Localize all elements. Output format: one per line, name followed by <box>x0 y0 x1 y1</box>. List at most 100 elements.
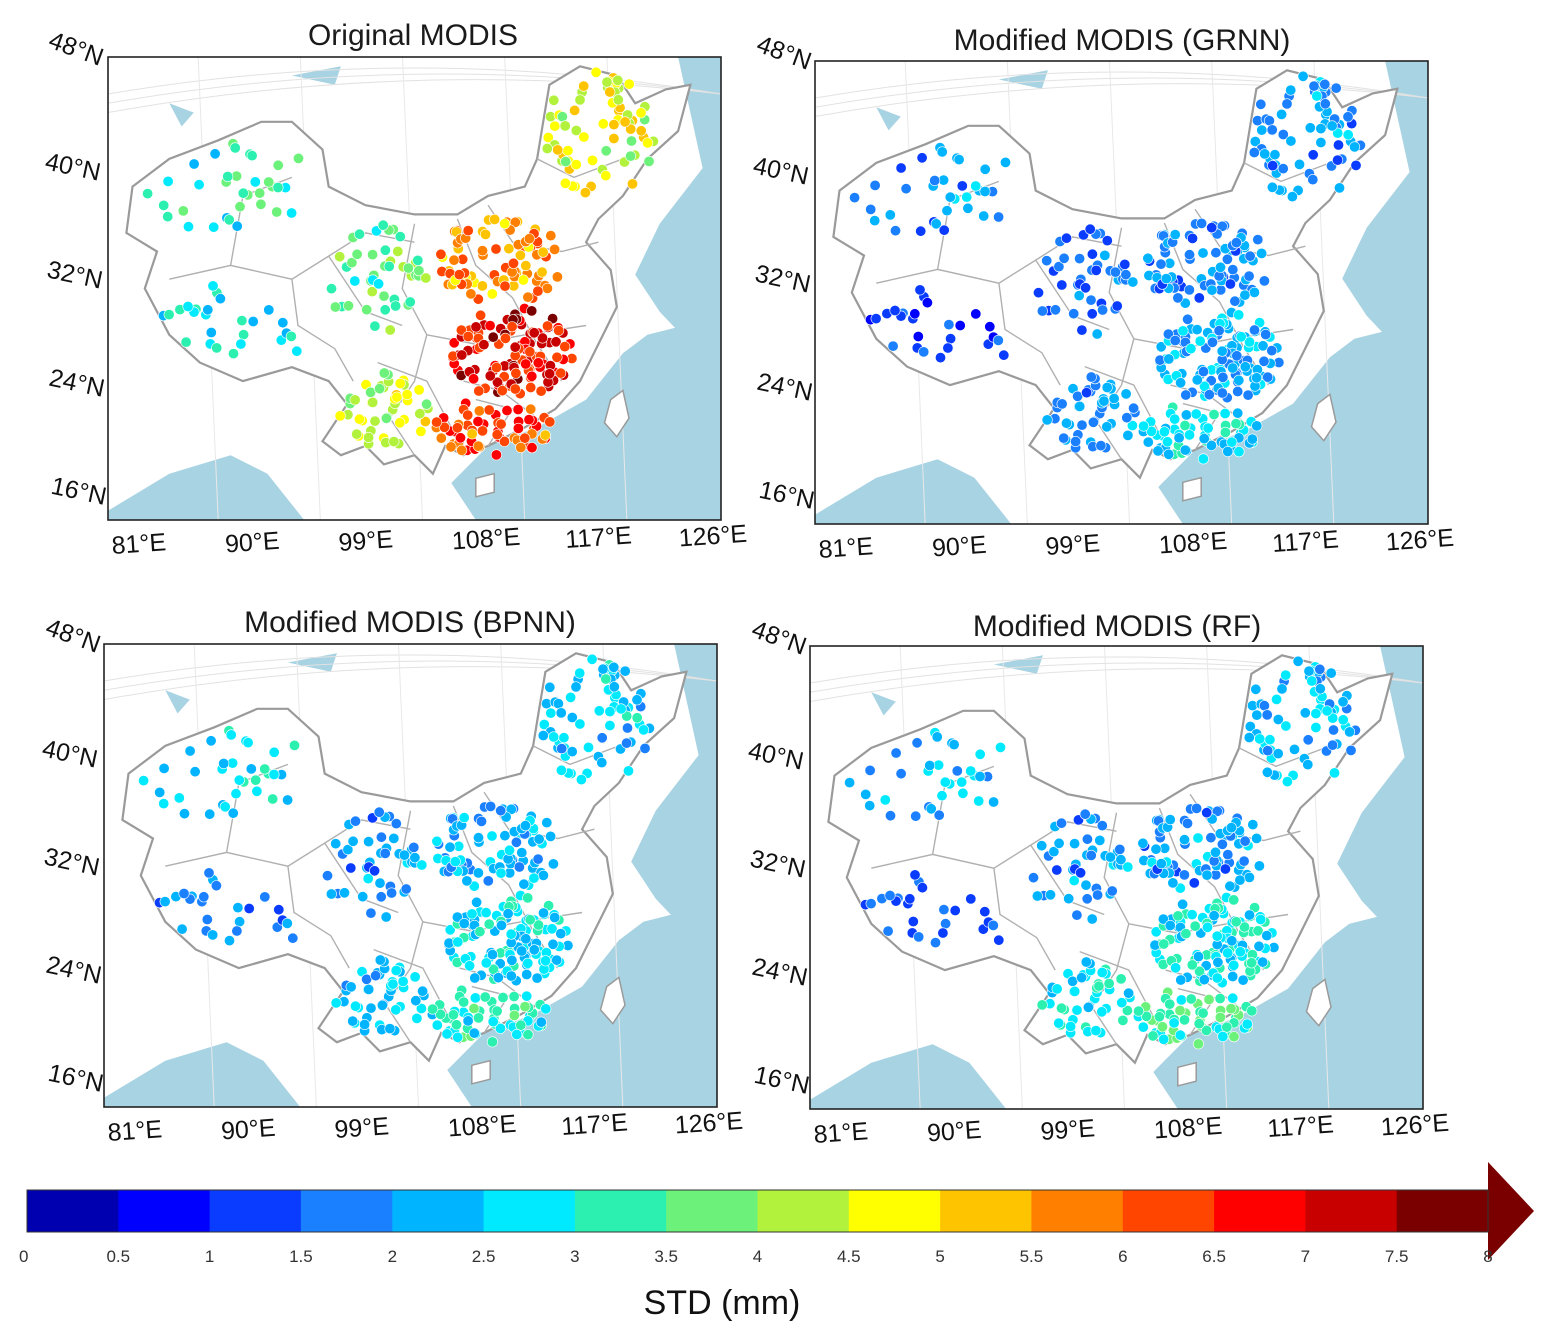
station-point <box>1058 252 1070 264</box>
station-point <box>369 415 381 427</box>
colorbar-tick-label: 6 <box>1118 1247 1127 1266</box>
station-point <box>472 415 484 427</box>
station-point <box>232 902 244 914</box>
station-point <box>410 995 422 1007</box>
station-point <box>1255 913 1267 925</box>
station-point <box>338 887 350 899</box>
lon-label: 99°E <box>338 525 394 557</box>
station-point <box>486 288 498 300</box>
lat-label: 32°N <box>748 845 808 884</box>
colorbar-segment <box>1396 1190 1489 1232</box>
graticule-line <box>815 71 1428 99</box>
taiwan-island <box>603 389 630 438</box>
station-point <box>1087 416 1099 428</box>
station-point <box>619 665 631 677</box>
map-area <box>810 646 1423 1109</box>
station-point <box>1249 324 1261 336</box>
station-point <box>1175 974 1187 986</box>
station-point <box>484 370 496 382</box>
colorbar-tick-label: 2 <box>388 1247 397 1266</box>
lat-label: 40°N <box>746 737 806 776</box>
lon-label: 117°E <box>1271 525 1339 558</box>
station-point <box>435 248 447 260</box>
station-point <box>397 975 409 987</box>
station-point <box>1248 147 1260 159</box>
station-point <box>1242 389 1254 401</box>
station-point <box>1260 328 1272 340</box>
station-point <box>1202 422 1214 434</box>
station-point <box>1233 309 1245 321</box>
station-point <box>1285 84 1297 96</box>
station-point <box>961 191 973 203</box>
station-point <box>1109 266 1121 278</box>
lat-label: 48°N <box>45 26 107 71</box>
station-point <box>1253 860 1265 872</box>
station-point <box>496 385 508 397</box>
station-point <box>188 158 200 170</box>
station-point <box>550 336 562 348</box>
station-point <box>1257 956 1269 968</box>
station-point <box>1122 429 1134 441</box>
map-frame <box>103 643 718 1108</box>
station-point <box>523 414 535 426</box>
station-point <box>379 244 391 256</box>
lon-label: 126°E <box>1380 1109 1450 1142</box>
station-point <box>1208 910 1220 922</box>
station-point <box>291 345 303 357</box>
station-point <box>387 978 399 990</box>
station-point <box>271 206 283 218</box>
station-point <box>517 274 529 286</box>
station-point <box>1068 308 1080 320</box>
station-point <box>1237 974 1249 986</box>
station-point <box>1155 258 1167 270</box>
station-point <box>1108 392 1120 404</box>
station-point <box>600 145 612 157</box>
station-point <box>559 177 571 189</box>
lon-label: 117°E <box>560 1108 628 1141</box>
station-point <box>1170 962 1182 974</box>
station-point <box>979 906 991 918</box>
lat-label: 40°N <box>43 148 103 187</box>
colorbar-segment <box>666 1190 758 1232</box>
station-point <box>1244 250 1256 262</box>
lon-label: 108°E <box>447 1110 517 1143</box>
station-point <box>936 790 948 802</box>
station-point <box>142 188 154 200</box>
station-point <box>944 191 956 203</box>
station-point <box>233 774 245 786</box>
station-point <box>1177 898 1189 910</box>
station-point <box>1239 921 1251 933</box>
station-point <box>993 211 1005 223</box>
station-point <box>268 746 280 758</box>
station-point <box>419 415 431 427</box>
station-point <box>369 865 381 877</box>
station-point <box>1053 837 1065 849</box>
station-point <box>1319 78 1331 90</box>
station-point <box>349 815 361 827</box>
station-point <box>1133 1005 1145 1017</box>
station-point <box>268 768 280 780</box>
station-point <box>1084 223 1096 235</box>
lon-label: 90°E <box>926 1116 982 1148</box>
station-point <box>1243 731 1255 743</box>
lat-label: 24°N <box>47 364 107 403</box>
station-point <box>1175 377 1187 389</box>
station-point <box>556 111 568 123</box>
station-point <box>487 1016 499 1028</box>
station-point <box>1190 408 1202 420</box>
station-point <box>914 284 926 296</box>
station-point <box>999 156 1011 168</box>
station-point <box>376 999 388 1011</box>
station-point <box>394 377 406 389</box>
station-point <box>1332 154 1344 166</box>
station-point <box>236 315 248 327</box>
station-point <box>1311 90 1323 102</box>
station-point <box>1205 439 1217 451</box>
sea-area <box>1342 61 1428 386</box>
station-point <box>555 928 567 940</box>
station-point <box>466 428 478 440</box>
station-point <box>1256 247 1268 259</box>
station-point <box>536 332 548 344</box>
station-point <box>1056 398 1068 410</box>
station-point <box>979 186 991 198</box>
